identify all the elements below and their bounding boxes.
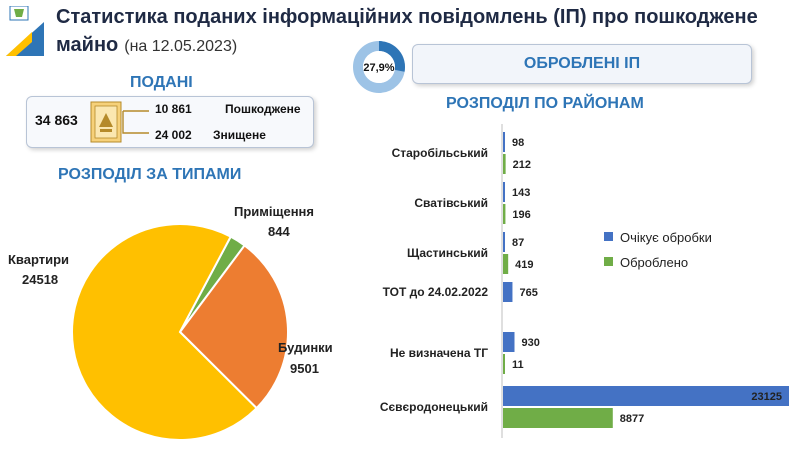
bar-processed xyxy=(503,254,509,274)
pie-label-apartments-name: Квартири xyxy=(8,252,69,267)
legend-waiting: Очікує обробки xyxy=(620,230,712,245)
bar-processed xyxy=(503,204,506,224)
bar-value-label: 930 xyxy=(522,337,540,349)
bar-value-label: 11 xyxy=(512,359,524,371)
page-title-word: майно xyxy=(56,34,119,56)
category-label: ТОТ до 24.02.2022 xyxy=(383,285,489,299)
submitted-box: 34 863 10 861 Пошкоджене 24 002 Знищене xyxy=(26,96,314,148)
bar-value-label: 196 xyxy=(512,209,530,221)
pie-label-premises-name: Приміщення xyxy=(234,204,314,219)
document-icon xyxy=(90,101,149,143)
bar-waiting xyxy=(503,282,513,302)
category-label: Сєвєродонецький xyxy=(380,400,488,414)
pie-slice-apartments xyxy=(71,223,259,441)
damaged-label: Пошкоджене xyxy=(225,102,301,116)
bar-waiting xyxy=(503,386,789,406)
pie-label-apartments-value: 24518 xyxy=(22,272,58,287)
processed-donut: 27,9% xyxy=(353,41,405,93)
category-label: Сватівський xyxy=(414,196,488,210)
donut-processed-arc xyxy=(378,41,405,72)
report-date: (на 12.05.2023) xyxy=(124,38,238,55)
legend-swatch-waiting xyxy=(604,232,613,241)
bar-value-label: 98 xyxy=(512,137,524,149)
legend-swatch-processed xyxy=(604,257,613,266)
bar-value-label: 23125 xyxy=(751,391,782,403)
pie-label-houses-name: Будинки xyxy=(278,340,333,355)
districts-bar-chart: Старобільський 98 212 Сватівський 143 196 Щаст… xyxy=(380,124,789,438)
page-title-line2: майно (на 12.05.2023) xyxy=(56,34,237,57)
category-label: Старобільський xyxy=(392,146,488,160)
bar-processed xyxy=(503,154,506,174)
bar-value-label: 212 xyxy=(513,159,531,171)
bar-waiting xyxy=(503,182,505,202)
category-label: Не визначена ТГ xyxy=(390,346,488,360)
bar-value-label: 8877 xyxy=(620,413,644,425)
bar-waiting xyxy=(503,232,505,252)
bar-value-label: 143 xyxy=(512,187,530,199)
submitted-title: ПОДАНІ xyxy=(130,74,193,91)
destroyed-label: Знищене xyxy=(213,128,266,142)
bar-processed xyxy=(503,408,613,428)
category-label: Щастинський xyxy=(407,246,488,260)
processed-label: ОБРОБЛЕНІ ІП xyxy=(412,44,752,84)
legend-processed: Оброблено xyxy=(620,255,688,270)
bar-waiting xyxy=(503,332,515,352)
submitted-total: 34 863 xyxy=(35,112,78,128)
types-pie-chart: Квартири 24518 Будинки 9501 Приміщення 8… xyxy=(8,204,333,441)
destroyed-value: 24 002 xyxy=(155,128,192,142)
bar-value-label: 419 xyxy=(515,259,533,271)
donut-percent-label: 27,9% xyxy=(363,62,394,74)
pie-slice-houses xyxy=(178,244,289,410)
types-chart-title: РОЗПОДІЛ ЗА ТИПАМИ xyxy=(58,166,242,183)
bar-value-label: 765 xyxy=(519,287,537,299)
bar-processed xyxy=(503,354,505,374)
pie-label-premises-value: 844 xyxy=(268,224,290,239)
page-title-line1: Статистика поданих інформаційних повідом… xyxy=(56,6,758,28)
oblast-logo-icon xyxy=(6,6,44,56)
bar-value-label: 87 xyxy=(512,237,524,249)
pie-label-houses-value: 9501 xyxy=(290,361,319,376)
districts-chart-title: РОЗПОДІЛ ПО РАЙОНАМ xyxy=(446,95,644,112)
damaged-value: 10 861 xyxy=(155,102,192,116)
bar-waiting xyxy=(503,132,505,152)
